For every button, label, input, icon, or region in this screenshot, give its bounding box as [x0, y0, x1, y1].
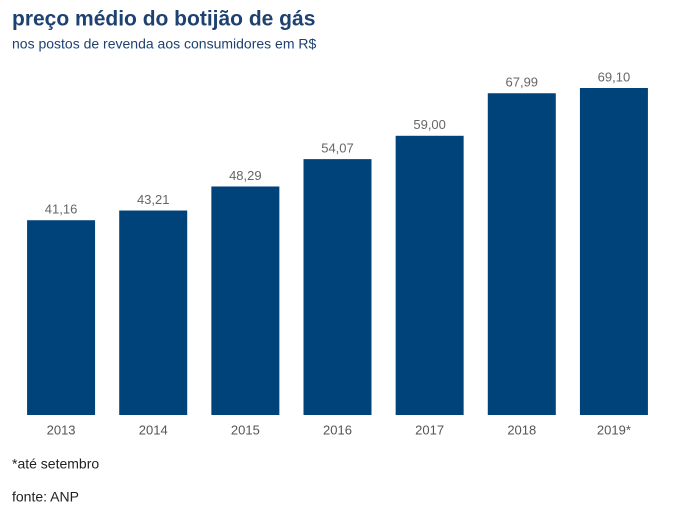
bar	[211, 186, 280, 415]
bar	[579, 88, 648, 415]
x-tick-label: 2019*	[597, 422, 631, 437]
chart-subtitle: nos postos de revenda aos consumidores e…	[12, 36, 316, 52]
value-label: 67,99	[506, 75, 539, 90]
value-label: 48,29	[229, 168, 262, 183]
value-label: 54,07	[321, 141, 354, 156]
x-tick-label: 2013	[47, 422, 76, 437]
value-label: 43,21	[137, 192, 170, 207]
x-tick-label: 2014	[139, 422, 168, 437]
bar	[27, 220, 96, 415]
x-tick-label: 2018	[507, 422, 536, 437]
bar	[119, 210, 188, 415]
x-tick-label: 2016	[323, 422, 352, 437]
value-label: 69,10	[598, 69, 631, 84]
footnote: *até setembro	[12, 456, 99, 472]
x-tick-label: 2017	[415, 422, 444, 437]
value-label: 59,00	[413, 117, 446, 132]
value-label: 41,16	[45, 202, 78, 217]
chart-title: preço médio do botijão de gás	[12, 8, 315, 31]
bar	[487, 93, 556, 416]
bar	[303, 159, 372, 415]
source: fonte: ANP	[12, 489, 79, 505]
bar	[395, 135, 464, 415]
x-tick-label: 2015	[231, 422, 260, 437]
